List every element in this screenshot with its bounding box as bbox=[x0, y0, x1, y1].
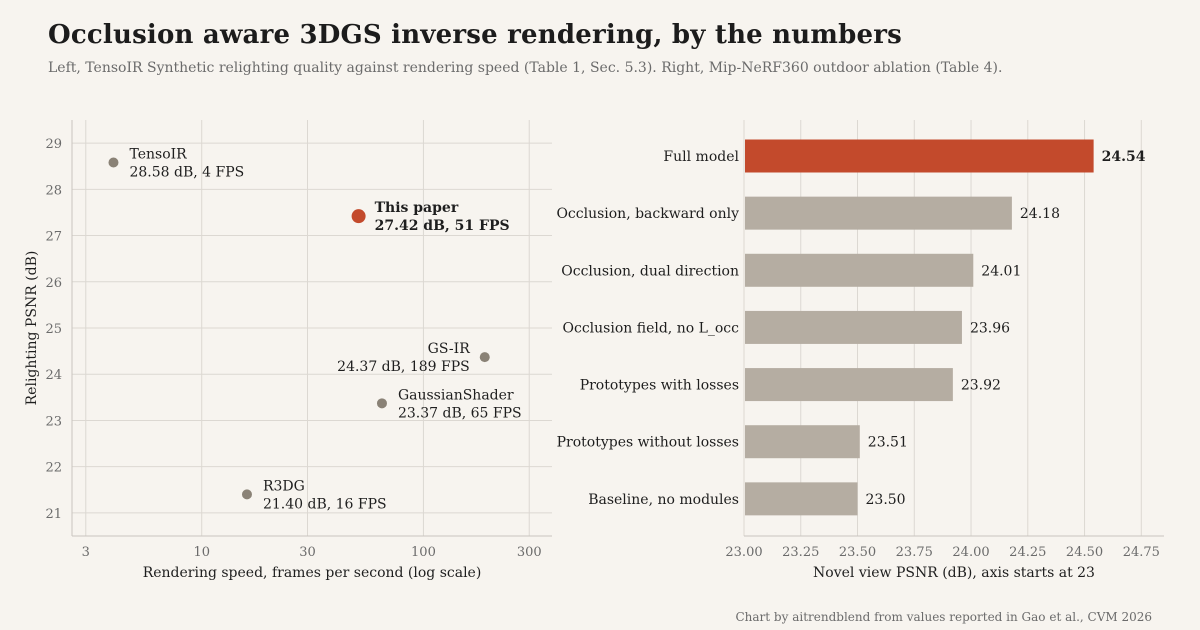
chart-title: Occlusion aware 3DGS inverse rendering, … bbox=[48, 20, 902, 50]
category-label: Occlusion, backward only bbox=[556, 206, 739, 222]
point-value-label: 21.40 dB, 16 FPS bbox=[263, 496, 387, 512]
y-tick-label: 24 bbox=[45, 368, 62, 383]
y-axis-label: Relighting PSNR (dB) bbox=[24, 251, 40, 406]
x-tick-label: 24.50 bbox=[1066, 545, 1103, 560]
x-tick-label: 30 bbox=[299, 545, 316, 560]
point-name-label: GS-IR bbox=[428, 341, 471, 357]
point-name-label: R3DG bbox=[263, 478, 305, 494]
y-tick-label: 28 bbox=[45, 183, 62, 198]
category-label: Baseline, no modules bbox=[588, 492, 739, 508]
x-tick-label: 300 bbox=[517, 545, 542, 560]
x-tick-label: 100 bbox=[411, 545, 436, 560]
x-tick-label: 24.00 bbox=[952, 545, 989, 560]
y-tick-label: 23 bbox=[45, 414, 62, 429]
bar-value-label: 23.92 bbox=[961, 378, 1001, 394]
point-name-label: TensoIR bbox=[129, 147, 187, 163]
x-tick-label: 3 bbox=[82, 545, 90, 560]
point-name-label: GaussianShader bbox=[398, 387, 514, 403]
scatter-point bbox=[351, 209, 366, 224]
bar bbox=[745, 482, 858, 516]
bar-value-label: 24.54 bbox=[1102, 149, 1146, 165]
y-tick-label: 29 bbox=[45, 137, 62, 152]
point-value-label: 28.58 dB, 4 FPS bbox=[129, 165, 244, 181]
bar-value-label: 24.18 bbox=[1020, 206, 1060, 222]
category-label: Prototypes without losses bbox=[557, 435, 739, 451]
category-label: Full model bbox=[663, 149, 739, 165]
x-tick-label: 23.00 bbox=[725, 545, 762, 560]
x-axis-label: Novel view PSNR (dB), axis starts at 23 bbox=[813, 565, 1095, 581]
x-tick-label: 10 bbox=[193, 545, 210, 560]
x-tick-label: 24.25 bbox=[1009, 545, 1046, 560]
y-tick-label: 21 bbox=[45, 507, 62, 522]
chart-credit: Chart by aitrendblend from values report… bbox=[735, 610, 1152, 624]
bar bbox=[745, 310, 962, 344]
scatter-point bbox=[241, 489, 252, 500]
y-tick-label: 27 bbox=[45, 230, 62, 245]
bar bbox=[745, 196, 1012, 230]
y-tick-label: 22 bbox=[45, 461, 62, 476]
bar bbox=[745, 425, 860, 459]
bar bbox=[745, 368, 953, 402]
scatter-point bbox=[376, 398, 387, 409]
point-value-label: 24.37 dB, 189 FPS bbox=[337, 359, 470, 375]
x-tick-label: 24.75 bbox=[1123, 545, 1160, 560]
category-label: Prototypes with losses bbox=[580, 378, 739, 394]
bar-value-label: 23.50 bbox=[866, 492, 906, 508]
y-tick-label: 26 bbox=[45, 276, 62, 291]
bar bbox=[745, 253, 974, 287]
chart-subtitle: Left, TensoIR Synthetic relighting quali… bbox=[48, 60, 1003, 76]
scatter-point bbox=[108, 157, 119, 168]
bar-value-label: 23.51 bbox=[868, 435, 908, 451]
category-label: Occlusion field, no L_occ bbox=[563, 320, 740, 336]
point-value-label: 23.37 dB, 65 FPS bbox=[398, 405, 522, 421]
x-tick-label: 23.25 bbox=[782, 545, 819, 560]
bar-chart: 23.00 23.25 23.50 23.75 24.00 24.25 24.50 24.75… bbox=[556, 120, 1164, 581]
point-value-label: 27.42 dB, 51 FPS bbox=[375, 218, 510, 234]
x-tick-label: 23.75 bbox=[896, 545, 933, 560]
x-tick-label: 23.50 bbox=[839, 545, 876, 560]
bar bbox=[745, 139, 1094, 173]
x-axis-label: Rendering speed, frames per second (log … bbox=[143, 565, 482, 581]
scatter-point bbox=[479, 352, 490, 363]
y-tick-label: 25 bbox=[45, 322, 62, 337]
scatter-chart: 21 22 23 24 25 26 27 28 29 3 10 30 100 300 Rendering s… bbox=[24, 120, 552, 581]
category-label: Occlusion, dual direction bbox=[561, 263, 739, 279]
point-name-label: This paper bbox=[375, 200, 459, 216]
bar-value-label: 24.01 bbox=[981, 263, 1021, 279]
bar-value-label: 23.96 bbox=[970, 320, 1010, 336]
